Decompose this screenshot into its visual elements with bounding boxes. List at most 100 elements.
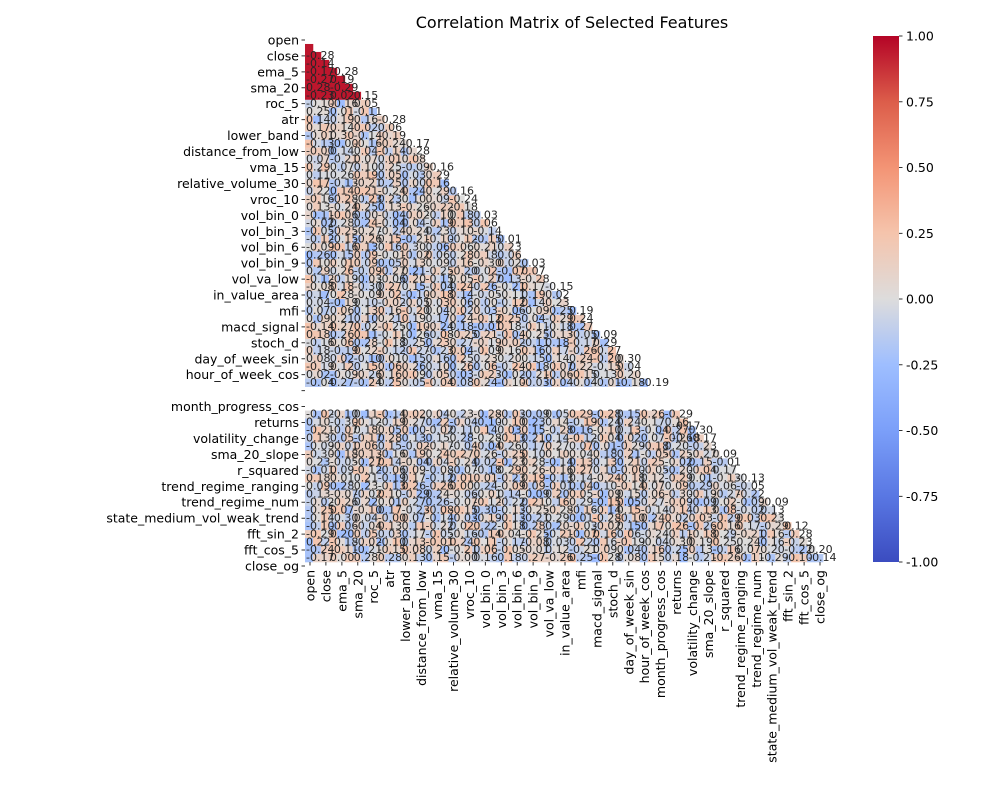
heatmap-cell bbox=[352, 410, 362, 419]
heatmap-cell bbox=[591, 434, 601, 443]
heatmap-cell bbox=[360, 219, 370, 228]
heatmap-cell bbox=[568, 330, 577, 340]
heatmap-cell bbox=[344, 370, 354, 379]
heatmap-cell bbox=[320, 554, 330, 563]
heatmap-cell bbox=[607, 346, 617, 356]
heatmap-cell bbox=[512, 283, 521, 292]
heatmap-cell bbox=[312, 362, 322, 372]
heatmap-cell bbox=[520, 299, 529, 308]
heatmap-cell bbox=[376, 434, 385, 443]
heatmap-cell bbox=[392, 267, 401, 276]
heatmap-cell bbox=[305, 75, 314, 85]
y-tick-label: hour_of_week_cos bbox=[186, 367, 299, 382]
heatmap-cell bbox=[591, 546, 601, 555]
heatmap-cell bbox=[408, 314, 417, 324]
heatmap-cell bbox=[368, 554, 378, 563]
cell-annotation: 0.12 bbox=[330, 360, 355, 373]
colorbar bbox=[873, 36, 899, 562]
heatmap-cell bbox=[599, 546, 609, 555]
cell-annotation: 0.13 bbox=[569, 456, 594, 469]
heatmap-cell bbox=[440, 275, 449, 284]
x-tick-label: fft_cos_5 bbox=[797, 570, 812, 625]
heatmap-cell bbox=[687, 426, 696, 435]
cell-annotation: 0.22 bbox=[306, 185, 331, 198]
heatmap-cell bbox=[384, 235, 393, 244]
heatmap-cell bbox=[360, 306, 370, 316]
heatmap-cell bbox=[352, 251, 362, 260]
heatmap-cell bbox=[360, 251, 370, 260]
heatmap-cell bbox=[568, 522, 577, 531]
heatmap-cell bbox=[360, 498, 370, 507]
heatmap-cell bbox=[440, 426, 449, 435]
cell-annotation: 0.24 bbox=[450, 280, 475, 293]
cell-annotation: 0.25 bbox=[378, 161, 403, 174]
heatmap-cell bbox=[344, 107, 354, 116]
heatmap-cell bbox=[432, 322, 441, 332]
heatmap-cell bbox=[591, 370, 601, 379]
cell-annotation: 0.24 bbox=[402, 185, 427, 198]
heatmap-cell bbox=[328, 434, 338, 443]
cell-annotation: -0.24 bbox=[378, 185, 406, 198]
heatmap-cell bbox=[552, 554, 561, 563]
heatmap-cell bbox=[583, 490, 593, 499]
heatmap-cell bbox=[568, 354, 577, 364]
heatmap-cell bbox=[560, 466, 569, 475]
heatmap-cell bbox=[360, 538, 370, 547]
cell-annotation: -0.02 bbox=[402, 209, 430, 222]
heatmap-cell bbox=[432, 362, 441, 372]
heatmap-cell bbox=[552, 546, 561, 555]
cell-annotation: -0.01 bbox=[713, 456, 741, 469]
cell-annotation: 0.08 bbox=[713, 503, 738, 516]
heatmap-cell bbox=[448, 482, 457, 491]
heatmap-cell bbox=[424, 306, 433, 316]
y-tick-label: vol_bin_3 bbox=[241, 224, 299, 239]
heatmap-cell bbox=[552, 458, 561, 467]
cell-annotation: -0.16 bbox=[330, 97, 358, 110]
heatmap-cell bbox=[687, 434, 696, 443]
cell-annotation: 0.19 bbox=[330, 113, 355, 126]
heatmap-cell bbox=[344, 442, 354, 451]
heatmap-cell bbox=[392, 474, 401, 483]
heatmap-cell bbox=[767, 514, 776, 523]
heatmap-cell bbox=[599, 354, 609, 364]
heatmap-cell bbox=[312, 123, 322, 132]
y-tick-label: atr bbox=[281, 112, 300, 127]
heatmap-cell bbox=[408, 235, 417, 244]
heatmap-cell bbox=[360, 99, 370, 109]
heatmap-cell bbox=[320, 506, 330, 515]
heatmap-cell bbox=[320, 450, 330, 459]
heatmap-cell bbox=[512, 267, 521, 276]
heatmap-cell bbox=[671, 418, 680, 427]
heatmap-cell bbox=[336, 410, 346, 419]
heatmap-cell bbox=[496, 378, 505, 387]
cell-annotation: -0.14 bbox=[473, 224, 501, 237]
cell-annotation: 0.27 bbox=[402, 495, 427, 508]
heatmap-cell bbox=[416, 275, 425, 284]
cell-annotation: -0.18 bbox=[617, 376, 645, 389]
heatmap-cell bbox=[336, 546, 346, 555]
heatmap-cell bbox=[456, 426, 465, 435]
x-tick-label: open bbox=[303, 570, 318, 601]
heatmap-cell bbox=[392, 163, 401, 172]
heatmap-cell bbox=[512, 338, 521, 348]
heatmap-cell bbox=[560, 522, 569, 531]
heatmap-cell bbox=[575, 362, 585, 372]
cell-annotation: 0.13 bbox=[593, 456, 618, 469]
x-tick-label: in_value_area bbox=[558, 570, 573, 656]
heatmap-cell bbox=[312, 243, 322, 252]
heatmap-cell bbox=[376, 291, 385, 300]
heatmap-cell bbox=[488, 275, 497, 284]
heatmap-cell bbox=[536, 291, 545, 300]
heatmap-cell bbox=[448, 291, 457, 300]
heatmap-cell bbox=[591, 362, 601, 372]
heatmap-cell bbox=[416, 410, 425, 419]
cell-annotation: -0.04 bbox=[450, 416, 478, 429]
heatmap-cell bbox=[631, 442, 641, 451]
heatmap-cell bbox=[536, 275, 545, 284]
cell-annotation: 0.29 bbox=[569, 408, 594, 421]
heatmap-cell bbox=[504, 291, 513, 300]
cell-annotation: -0.14 bbox=[593, 503, 621, 516]
heatmap-cell bbox=[639, 498, 648, 507]
cell-annotation: -0.09 bbox=[521, 487, 549, 500]
heatmap-cell bbox=[663, 554, 672, 563]
